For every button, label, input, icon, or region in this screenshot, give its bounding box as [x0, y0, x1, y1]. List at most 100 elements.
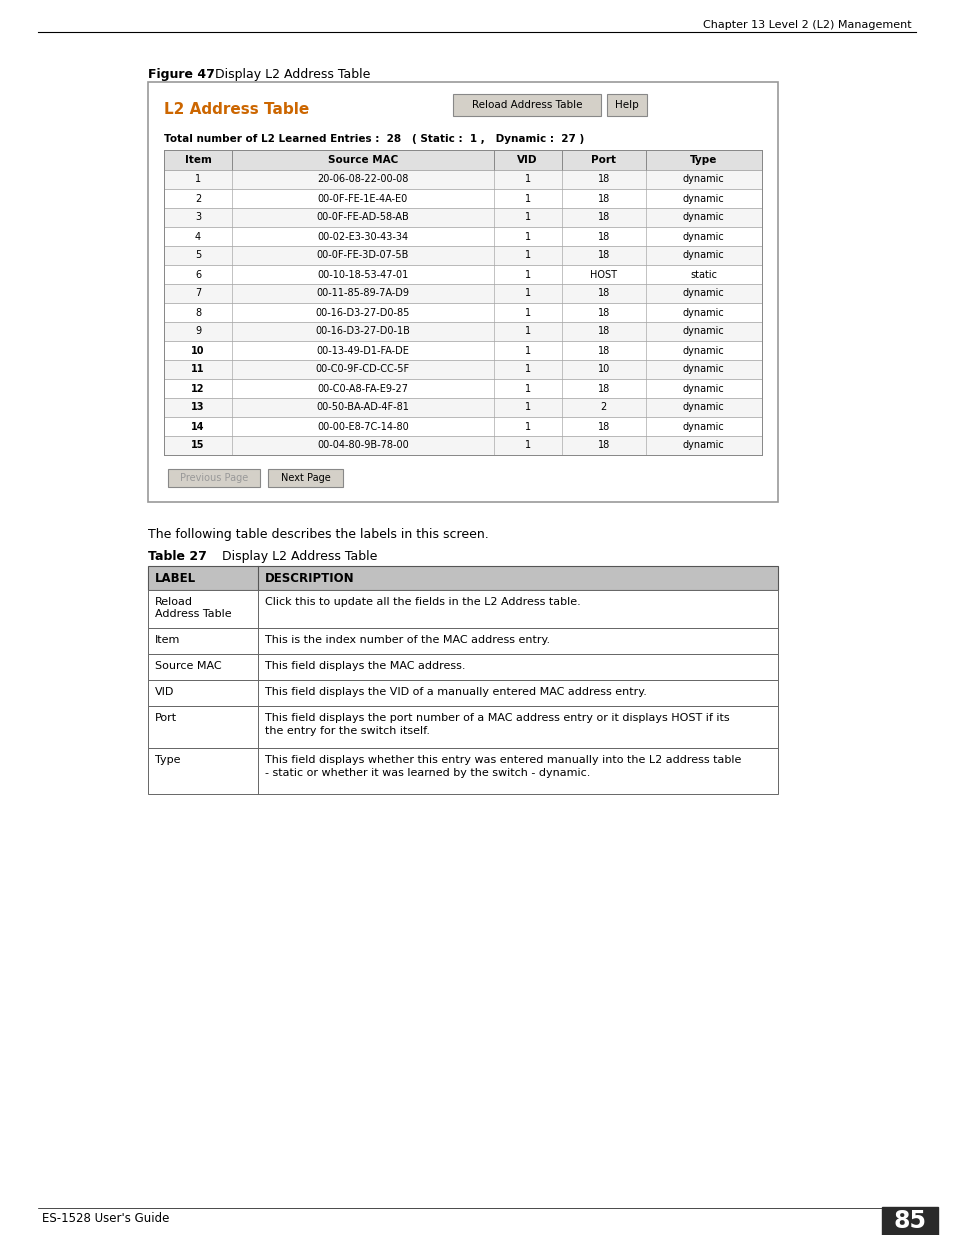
Text: 1: 1	[524, 384, 530, 394]
Text: dynamic: dynamic	[682, 251, 724, 261]
Text: Reload Address Table: Reload Address Table	[471, 100, 581, 110]
Bar	[164, 417, 761, 436]
Text: 6: 6	[194, 269, 201, 279]
Text: 2: 2	[599, 403, 606, 412]
Text: 14: 14	[191, 421, 205, 431]
Text: 12: 12	[191, 384, 205, 394]
Text: 00-50-BA-AD-4F-81: 00-50-BA-AD-4F-81	[316, 403, 409, 412]
Text: 18: 18	[597, 174, 609, 184]
Text: Display L2 Address Table: Display L2 Address Table	[203, 68, 370, 82]
Text: VID: VID	[517, 156, 537, 165]
Text: dynamic: dynamic	[682, 174, 724, 184]
Bar	[164, 303, 761, 322]
Bar	[164, 227, 761, 246]
Text: 00-0F-FE-AD-58-AB: 00-0F-FE-AD-58-AB	[316, 212, 409, 222]
Text: LABEL: LABEL	[154, 572, 196, 584]
Text: 00-02-E3-30-43-34: 00-02-E3-30-43-34	[317, 231, 408, 242]
Bar	[148, 748, 778, 794]
Text: ES-1528 User's Guide: ES-1528 User's Guide	[42, 1212, 170, 1225]
Text: 00-04-80-9B-78-00: 00-04-80-9B-78-00	[316, 441, 408, 451]
Text: 00-10-18-53-47-01: 00-10-18-53-47-01	[316, 269, 408, 279]
Text: 5: 5	[194, 251, 201, 261]
Text: Reload
Address Table: Reload Address Table	[154, 597, 232, 619]
Text: 1: 1	[524, 289, 530, 299]
Text: 11: 11	[191, 364, 205, 374]
Text: VID: VID	[154, 687, 174, 697]
Text: 4: 4	[194, 231, 201, 242]
Bar	[164, 170, 761, 189]
Text: This field displays the port number of a MAC address entry or it displays HOST i: This field displays the port number of a…	[265, 713, 729, 736]
Text: The following table describes the labels in this screen.: The following table describes the labels…	[148, 529, 488, 541]
Bar	[148, 590, 778, 629]
Text: 1: 1	[524, 231, 530, 242]
Bar	[164, 266, 761, 284]
Text: dynamic: dynamic	[682, 364, 724, 374]
Text: 3: 3	[194, 212, 201, 222]
Text: dynamic: dynamic	[682, 384, 724, 394]
Text: 13: 13	[191, 403, 205, 412]
Text: Previous Page: Previous Page	[180, 473, 248, 483]
Bar	[164, 189, 761, 207]
Bar	[164, 436, 761, 454]
Bar	[164, 284, 761, 303]
Text: Source MAC: Source MAC	[154, 661, 221, 671]
Text: 18: 18	[597, 289, 609, 299]
Text: Figure 47: Figure 47	[148, 68, 214, 82]
Text: 8: 8	[194, 308, 201, 317]
Bar	[168, 469, 260, 487]
Bar	[164, 149, 761, 170]
Text: 1: 1	[524, 269, 530, 279]
Text: Type: Type	[154, 755, 180, 764]
Text: 1: 1	[524, 212, 530, 222]
Text: 00-11-85-89-7A-D9: 00-11-85-89-7A-D9	[316, 289, 409, 299]
Bar	[882, 1207, 937, 1235]
Text: 1: 1	[524, 364, 530, 374]
Text: Help: Help	[615, 100, 639, 110]
Text: 15: 15	[191, 441, 205, 451]
Bar	[148, 706, 778, 748]
Text: 18: 18	[597, 421, 609, 431]
Text: This field displays whether this entry was entered manually into the L2 address : This field displays whether this entry w…	[265, 755, 740, 778]
Bar	[148, 629, 778, 655]
Bar	[164, 341, 761, 359]
Text: This field displays the VID of a manually entered MAC address entry.: This field displays the VID of a manuall…	[265, 687, 646, 697]
Text: 18: 18	[597, 251, 609, 261]
Text: Port: Port	[154, 713, 177, 722]
Text: dynamic: dynamic	[682, 308, 724, 317]
Text: dynamic: dynamic	[682, 346, 724, 356]
Text: 18: 18	[597, 326, 609, 336]
Text: static: static	[690, 269, 717, 279]
Bar	[164, 379, 761, 398]
Text: dynamic: dynamic	[682, 326, 724, 336]
Text: Click this to update all the fields in the L2 Address table.: Click this to update all the fields in t…	[265, 597, 580, 606]
Text: Type: Type	[689, 156, 717, 165]
Text: 18: 18	[597, 194, 609, 204]
Text: 18: 18	[597, 308, 609, 317]
Bar	[164, 246, 761, 266]
Text: 1: 1	[524, 346, 530, 356]
Text: dynamic: dynamic	[682, 421, 724, 431]
Text: 00-C0-A8-FA-E9-27: 00-C0-A8-FA-E9-27	[317, 384, 408, 394]
Text: L2 Address Table: L2 Address Table	[164, 103, 309, 117]
Text: Total number of L2 Learned Entries :  28   ( Static :  1 ,   Dynamic :  27 ): Total number of L2 Learned Entries : 28 …	[164, 135, 583, 144]
Text: Item: Item	[184, 156, 212, 165]
Text: 18: 18	[597, 212, 609, 222]
Text: 18: 18	[597, 231, 609, 242]
Text: 10: 10	[597, 364, 609, 374]
Text: 1: 1	[194, 174, 201, 184]
Bar	[164, 207, 761, 227]
Text: 7: 7	[194, 289, 201, 299]
Text: dynamic: dynamic	[682, 441, 724, 451]
Text: 18: 18	[597, 346, 609, 356]
Bar	[148, 82, 778, 501]
Text: 00-00-E8-7C-14-80: 00-00-E8-7C-14-80	[316, 421, 408, 431]
Text: dynamic: dynamic	[682, 403, 724, 412]
Text: 1: 1	[524, 441, 530, 451]
Text: 9: 9	[194, 326, 201, 336]
Text: Chapter 13 Level 2 (L2) Management: Chapter 13 Level 2 (L2) Management	[702, 20, 911, 30]
Text: 1: 1	[524, 326, 530, 336]
Text: This field displays the MAC address.: This field displays the MAC address.	[265, 661, 465, 671]
Bar	[164, 398, 761, 417]
Text: 00-16-D3-27-D0-1B: 00-16-D3-27-D0-1B	[315, 326, 410, 336]
Text: 00-0F-FE-3D-07-5B: 00-0F-FE-3D-07-5B	[316, 251, 409, 261]
